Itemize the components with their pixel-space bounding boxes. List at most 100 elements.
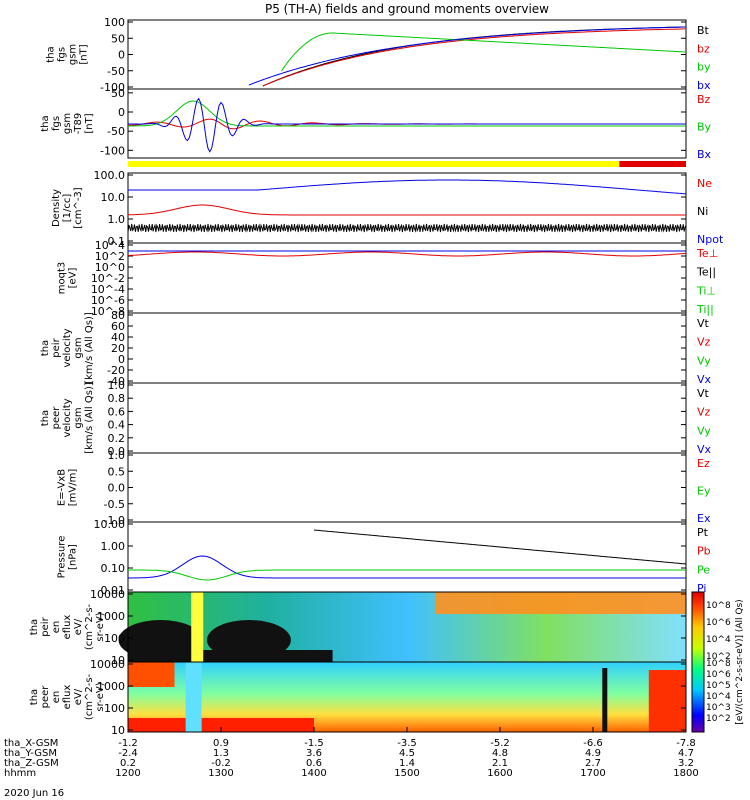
y-tick-label: 1.0: [108, 379, 126, 392]
y-tick-label: 0.1: [108, 235, 126, 248]
panel-fgs_gsm: 100 50 0 -50 -100 tha fgs gsm [nT] Bt bz by bx: [46, 16, 711, 94]
legend-Pe: Pe: [697, 563, 710, 576]
y-tick-label: 100: [104, 702, 125, 715]
colorbar-group: 10^810^610^410^210^810^610^510^410^310^2…: [691, 591, 745, 733]
legend-Ti||: Ti||: [696, 303, 714, 316]
y-axis-label: (cm^2-s-: [84, 673, 95, 720]
y-tick-label: 0.0: [108, 445, 126, 458]
x-row-value: -5.2: [490, 738, 510, 749]
y-axis-label: [km/s (All Qs)]: [84, 382, 95, 454]
x-row-value: 3.6: [306, 748, 322, 759]
x-row-label: tha_X-GSM: [4, 738, 58, 749]
y-tick-label: 1.00: [101, 540, 126, 553]
panel-frame: [127, 452, 687, 523]
x-date: 2020 Jun 16: [4, 788, 64, 799]
legend-Ne: Ne: [697, 177, 712, 190]
legend-bz: bz: [697, 42, 710, 55]
colorbar-tick-label: 10^6: [706, 670, 731, 680]
legend-Ey: Ey: [697, 485, 711, 498]
y-axis-label: sr-eV): [95, 612, 106, 641]
x-row-value: 3.2: [678, 758, 694, 769]
y-tick-label: 0.8: [108, 392, 126, 405]
panel-fgs_gsm_t89: 50 0 -50 -100 tha fgs gsm -T89 [nT] Bz By Bx: [40, 87, 712, 167]
legend-Ex: Ex: [697, 512, 711, 525]
y-tick-label: 10^-4: [91, 283, 125, 296]
x-row-label: tha_Y-GSM: [4, 748, 57, 759]
y-tick-label: 10^-8: [91, 305, 125, 318]
panel-frame: [127, 312, 687, 384]
panel-peir_en_eflux: 10000 1000 100 10 tha peir en eflux eV/(cm^2-s-s…: [29, 588, 687, 667]
y-axis-label: eflux: [62, 685, 73, 710]
y-tick-label: 10^-2: [91, 272, 125, 285]
panel-frame: [127, 172, 687, 244]
y-axis-label: peer: [40, 685, 51, 709]
panel-peer_en_eflux: 10000 1000 100 10 tha peer en eflux eV/(cm^2-s-s…: [29, 658, 687, 737]
y-axis-label: fgs: [57, 47, 68, 62]
y-axis-label: en: [51, 621, 62, 634]
x-row-value: 1400: [301, 768, 326, 779]
legend-Bz: Bz: [697, 93, 711, 106]
y-tick-label: -50: [107, 65, 125, 78]
colorbar-tick-label: 10^8: [706, 659, 731, 669]
trace-pe: [128, 569, 686, 581]
y-axis-label: eV/: [73, 618, 84, 635]
legend-Vz: Vz: [697, 336, 711, 349]
spectrogram-dark-region: [128, 650, 333, 662]
y-tick-label: 10.00: [94, 518, 126, 531]
y-tick-label: 0.01: [101, 584, 126, 597]
spectrogram-stripe: [191, 592, 204, 662]
x-row-value: 1500: [394, 768, 419, 779]
colorbar-tick-label: 10^8: [706, 601, 731, 611]
y-tick-label: 20: [111, 342, 125, 355]
spectrogram-hot-region: [434, 592, 686, 614]
y-tick-label: 50: [111, 32, 125, 45]
y-axis-label: [1/cc]: [62, 194, 73, 223]
panel-density: 100.0 10.0 1.0 0.1 Density [1/cc] [cm^-3] Ne Ni N…: [51, 169, 724, 248]
x-row-value: 0.2: [120, 758, 136, 769]
y-axis-label: (cm^2-s-: [84, 603, 95, 650]
y-axis-label: velocity: [62, 328, 73, 367]
y-axis-label: tha: [29, 689, 40, 705]
y-axis-label: eV/: [73, 688, 84, 705]
legend-Vx: Vx: [697, 373, 712, 386]
spectrogram-hot-region: [648, 670, 686, 732]
y-tick-label: 1000: [97, 610, 125, 623]
trace-pt: [313, 529, 687, 565]
colorbar-label: [eV/(cm^2-s-sr-eV)] (All Qs): [735, 599, 745, 724]
trace-by: [280, 32, 686, 72]
panel-efield: 1.0 0.5 0.0 -0.5 -1.0 E=-VxB [mV/m] Ez Ey Ex: [57, 449, 711, 527]
spectrogram-hot-region: [128, 662, 175, 687]
chart-title: P5 (TH-A) fields and ground moments over…: [265, 2, 549, 16]
y-tick-label: 0.2: [108, 432, 126, 445]
y-tick-label: -100: [100, 144, 125, 157]
x-row-value: -7.8: [676, 738, 696, 749]
legend-Te||: Te||: [696, 266, 716, 279]
y-axis-label: gsm: [73, 407, 84, 428]
trace-dbx: [128, 97, 686, 153]
legend-Pb: Pb: [697, 545, 711, 558]
trace-te: [127, 251, 687, 257]
y-tick-label: 1.0: [108, 449, 126, 462]
y-tick-label: 50: [111, 87, 125, 100]
y-tick-label: 10^4: [95, 239, 125, 252]
y-tick-label: 100.0: [94, 169, 126, 182]
trace-npot: [128, 179, 687, 195]
legend-bx: bx: [697, 79, 711, 92]
y-tick-label: -1.0: [104, 514, 125, 527]
y-axis-label: tha: [46, 46, 57, 62]
y-tick-label: 10.0: [101, 191, 126, 204]
status-bar-segment: [128, 161, 620, 167]
x-row-value: -1.2: [118, 738, 138, 749]
y-axis-label: eflux: [62, 615, 73, 640]
trace-dby: [128, 100, 686, 127]
legend-Ez: Ez: [697, 457, 710, 470]
y-tick-label: -40: [107, 375, 125, 388]
x-row-value: -2.4: [118, 748, 138, 759]
x-row-value: 1.3: [213, 748, 229, 759]
y-tick-label: 10000: [90, 588, 125, 601]
panel-frame: [127, 521, 687, 593]
status-bar-segment: [619, 161, 686, 167]
y-tick-label: -50: [107, 125, 125, 138]
y-tick-label: 0: [118, 106, 125, 119]
